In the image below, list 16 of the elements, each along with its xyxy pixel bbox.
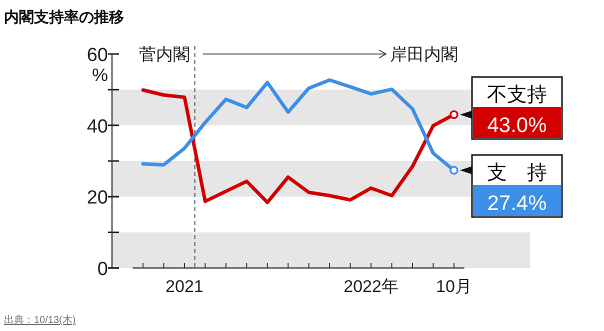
chart-title: 内閣支持率の推移 [4, 8, 124, 26]
source-note: 出典：10/13(木) [4, 314, 76, 326]
data-label: 43.0% [487, 114, 547, 137]
x-tick-label: 2021 [166, 277, 204, 296]
x-tick-label: 2022年 [344, 277, 398, 296]
y-tick-label: 60 [86, 45, 108, 66]
annotation: 岸田内閣 [390, 45, 458, 65]
y-tick-label: 20 [86, 188, 108, 209]
x-tick-label: 10月 [436, 277, 472, 296]
data-label: 27.4% [487, 192, 547, 215]
series-label: 支 持 [487, 162, 547, 184]
y-axis-title: % [92, 65, 108, 85]
y-tick-label: 0 [97, 259, 108, 280]
series-label: 不支持 [487, 84, 547, 106]
annotation: 菅内閣 [138, 45, 190, 65]
y-tick-label: 40 [86, 116, 108, 138]
